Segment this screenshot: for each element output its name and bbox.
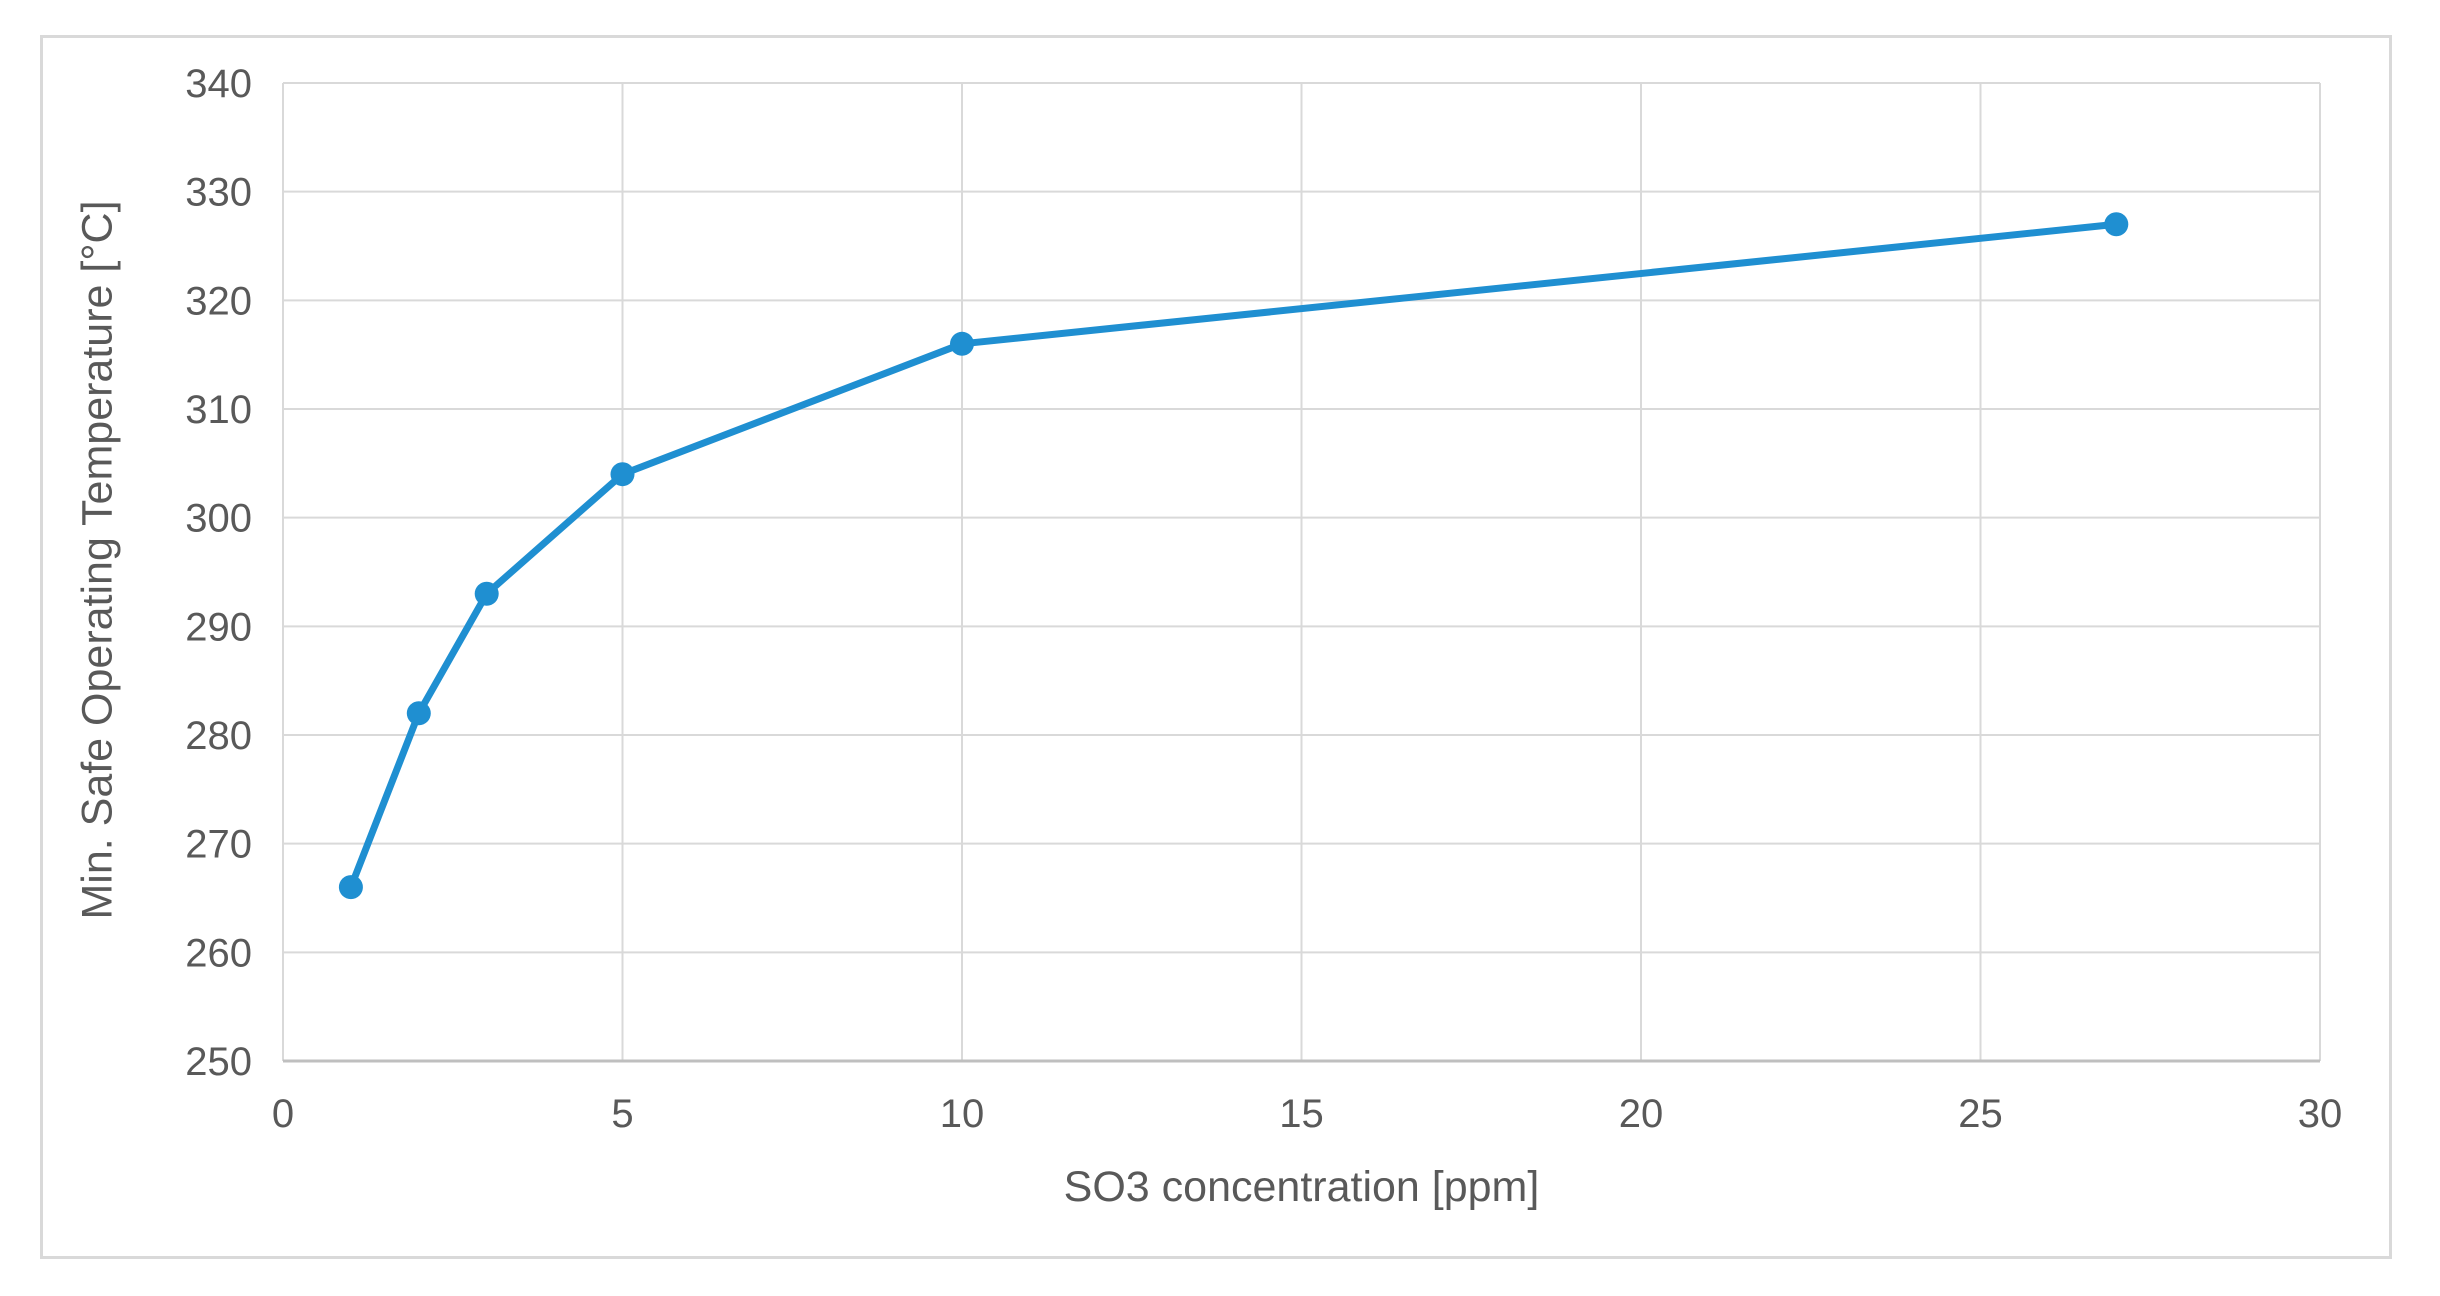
data-point-marker [2104, 212, 2129, 237]
y-tick-label: 250 [185, 1040, 252, 1084]
y-tick-label: 270 [185, 823, 252, 867]
y-axis-title: Min. Safe Operating Temperature [°C] [73, 200, 122, 920]
y-tick-label: 310 [185, 388, 252, 432]
data-point-marker [406, 701, 431, 726]
x-tick-label: 0 [272, 1092, 294, 1136]
x-tick-label: 25 [1958, 1092, 2003, 1136]
y-tick-label: 320 [185, 279, 252, 323]
x-tick-label: 20 [1619, 1092, 1664, 1136]
x-tick-label: 15 [1279, 1092, 1324, 1136]
data-point-marker [610, 462, 635, 487]
x-tick-label: 10 [940, 1092, 985, 1136]
x-tick-label: 5 [611, 1092, 633, 1136]
y-tick-label: 260 [185, 931, 252, 975]
y-tick-label: 280 [185, 714, 252, 758]
y-tick-label: 340 [185, 62, 252, 106]
data-point-marker [950, 331, 974, 356]
y-tick-label: 290 [185, 605, 252, 649]
x-tick-label: 30 [2298, 1092, 2343, 1136]
data-point-marker [338, 875, 363, 900]
y-tick-label: 330 [185, 171, 252, 215]
y-tick-label: 300 [185, 497, 252, 541]
x-axis-title: SO3 concentration [ppm] [1063, 1163, 1540, 1211]
data-point-marker [474, 581, 499, 606]
series-line [347, 220, 2120, 891]
